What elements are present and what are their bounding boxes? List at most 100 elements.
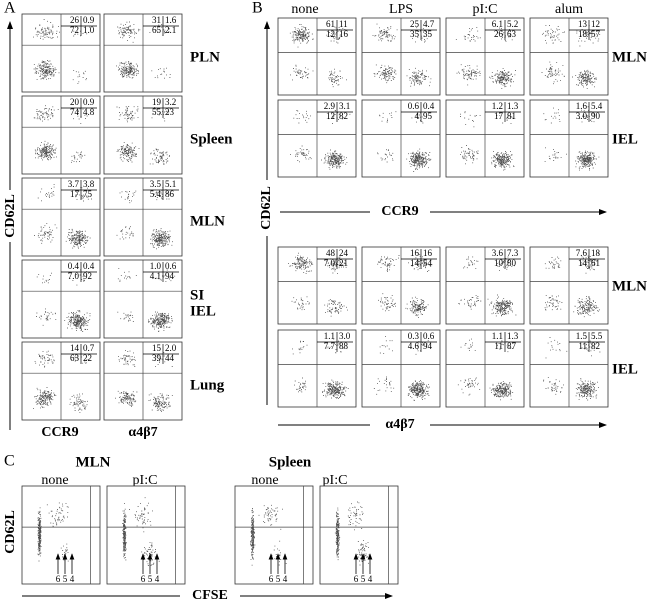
cell-dots <box>117 267 176 332</box>
peak-label: 6 <box>269 574 274 584</box>
row-label: MLN <box>190 213 225 229</box>
quadrant-percent: 65 <box>152 25 162 35</box>
peak-label: 5 <box>63 574 68 584</box>
x-axis-label: CCR9 <box>41 425 78 440</box>
quadrant-percent: 7.6 <box>576 248 588 258</box>
quadrant-percent: 1.6 <box>165 15 177 25</box>
quadrant-percent: 1.0 <box>150 261 162 271</box>
column-header: LPS <box>389 2 413 17</box>
quadrant-percent: 24 <box>339 248 349 258</box>
quadrant-percent: 1.1 <box>324 331 335 341</box>
row-label: IEL <box>190 303 216 319</box>
quadrant-percent: 1.2 <box>492 101 503 111</box>
quadrant-percent: 74 <box>70 107 80 117</box>
cell-dots <box>460 108 515 171</box>
quadrant-percent: 80 <box>507 258 517 268</box>
quadrant-percent: 7.0 <box>324 258 336 268</box>
quadrant-percent: 17 <box>494 111 504 121</box>
quadrant-percent: 4.1 <box>150 271 161 281</box>
quadrant-percent: 82 <box>339 111 348 121</box>
peak-label: 4 <box>283 574 288 584</box>
quadrant-percent: 39 <box>152 353 162 363</box>
quadrant-percent: 1.5 <box>576 331 588 341</box>
panel-label: C <box>4 453 15 470</box>
quadrant-percent: 1.1 <box>492 331 503 341</box>
quadrant-percent: 3.6 <box>492 248 504 258</box>
peak-label: 4 <box>368 574 373 584</box>
cell-dots <box>33 105 88 163</box>
quadrant-percent: 14 <box>578 258 588 268</box>
cell-dots <box>122 497 160 567</box>
quadrant-percent: 4.7 <box>423 19 435 29</box>
quadrant-percent: 1.6 <box>576 101 588 111</box>
cell-dots <box>250 504 287 566</box>
quadrant-percent: 86 <box>165 189 175 199</box>
column-header: none <box>251 473 278 488</box>
peak-label: 5 <box>276 574 281 584</box>
column-header: none <box>291 2 318 17</box>
quadrant-percent: 18 <box>578 29 588 39</box>
row-label: MLN <box>612 49 647 65</box>
cell-dots <box>33 19 91 85</box>
cell-dots <box>455 27 516 90</box>
quadrant-percent: 5.1 <box>165 179 176 189</box>
quadrant-percent: 16 <box>410 248 420 258</box>
quadrant-percent: 11 <box>339 19 348 29</box>
quadrant-percent: 92 <box>83 271 92 281</box>
row-label: SI <box>190 287 204 303</box>
quadrant-percent: 14 <box>410 258 420 268</box>
quadrant-percent: 48 <box>326 248 336 258</box>
plot-frame <box>21 485 101 585</box>
quadrant-percent: 3.1 <box>339 101 350 111</box>
plot-frame <box>234 485 314 585</box>
quadrant-percent: 44 <box>165 353 175 363</box>
quadrant-percent: 94 <box>165 271 175 281</box>
peak-label: 5 <box>361 574 366 584</box>
label-bg <box>259 180 275 236</box>
group-title: Spleen <box>269 454 312 470</box>
quadrant-percent: 10 <box>494 258 504 268</box>
quadrant-percent: 61 <box>326 19 335 29</box>
cell-dots <box>541 25 601 90</box>
column-header: pI:C <box>323 473 348 488</box>
quadrant-percent: 0.4 <box>83 261 95 271</box>
plot-frame <box>319 485 399 585</box>
quadrant-percent: 3.2 <box>165 97 176 107</box>
cell-dots <box>377 111 432 172</box>
quadrant-percent: 2.0 <box>165 343 177 353</box>
quadrant-percent: 4 <box>415 111 420 121</box>
x-axis-label: α4β7 <box>385 417 414 432</box>
quadrant-percent: 35 <box>423 29 433 39</box>
quadrant-percent: 26 <box>70 15 80 25</box>
quadrant-percent: 3.0 <box>576 111 588 121</box>
label-bg <box>2 190 18 242</box>
quadrant-percent: 22 <box>83 353 92 363</box>
cell-dots <box>116 187 173 250</box>
x-axis-label: α4β7 <box>128 425 157 440</box>
quadrant-percent: 88 <box>339 341 349 351</box>
cell-dots <box>116 21 171 79</box>
x-axis-label: CFSE <box>192 588 228 602</box>
plot-frame <box>106 485 186 585</box>
cell-dots <box>458 256 517 317</box>
y-axis-label: CD62L <box>3 510 18 554</box>
quadrant-percent: 35 <box>410 29 420 39</box>
quadrant-percent: 23 <box>165 107 175 117</box>
peak-label: 4 <box>155 574 160 584</box>
cell-dots <box>544 253 600 318</box>
quadrant-percent: 3.8 <box>83 179 95 189</box>
quadrant-percent: 6.1 <box>492 19 503 29</box>
row-label: PLN <box>190 49 220 65</box>
quadrant-percent: 57 <box>591 29 601 39</box>
panel-label: B <box>252 0 263 17</box>
quadrant-percent: 5.4 <box>150 189 162 199</box>
quadrant-percent: 21 <box>339 258 348 268</box>
y-axis-label: CD62L <box>259 186 274 230</box>
quadrant-percent: 95 <box>423 111 433 121</box>
quadrant-percent: 94 <box>423 341 433 351</box>
peak-label: 4 <box>70 574 75 584</box>
cell-dots <box>372 23 432 87</box>
column-header: pI:C <box>473 2 498 17</box>
quadrant-percent: 2.9 <box>324 101 336 111</box>
row-label: IEL <box>612 361 638 377</box>
